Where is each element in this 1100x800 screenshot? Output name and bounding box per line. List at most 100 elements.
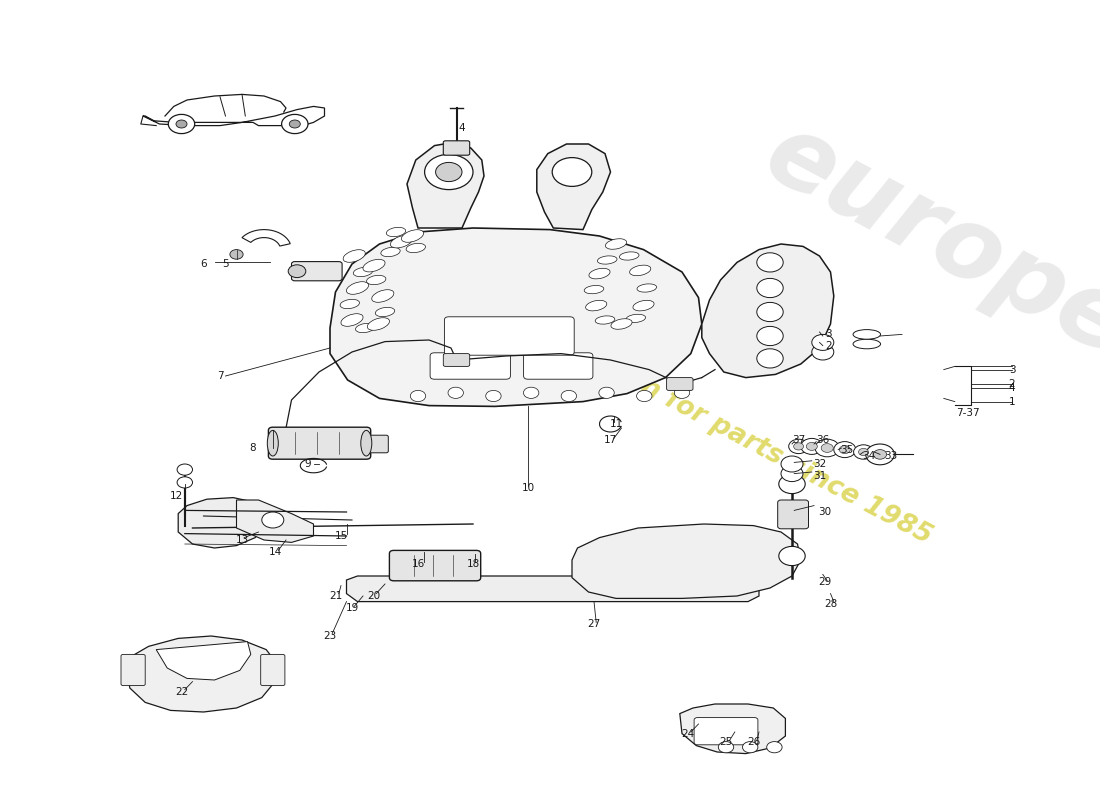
Circle shape <box>757 278 783 298</box>
Circle shape <box>561 390 576 402</box>
Ellipse shape <box>629 265 651 276</box>
Circle shape <box>288 265 306 278</box>
Text: 26: 26 <box>747 738 760 747</box>
Text: 11: 11 <box>609 419 623 429</box>
Circle shape <box>858 448 869 456</box>
Ellipse shape <box>361 430 372 456</box>
Text: 28: 28 <box>824 599 837 609</box>
FancyBboxPatch shape <box>694 718 758 745</box>
Text: 2: 2 <box>825 342 832 351</box>
Circle shape <box>757 253 783 272</box>
Circle shape <box>486 390 502 402</box>
Polygon shape <box>156 642 251 680</box>
Circle shape <box>794 442 803 450</box>
Ellipse shape <box>372 290 394 302</box>
Ellipse shape <box>406 243 426 253</box>
Circle shape <box>757 326 783 346</box>
Text: 30: 30 <box>818 507 832 517</box>
Circle shape <box>524 387 539 398</box>
Polygon shape <box>236 500 314 542</box>
Circle shape <box>425 154 473 190</box>
Text: 3: 3 <box>825 330 832 339</box>
Text: 32: 32 <box>813 459 826 469</box>
Text: 29: 29 <box>818 578 832 587</box>
FancyBboxPatch shape <box>430 353 510 379</box>
Polygon shape <box>143 106 324 126</box>
Ellipse shape <box>346 282 368 294</box>
Ellipse shape <box>854 330 881 339</box>
Ellipse shape <box>367 318 389 330</box>
Text: 23: 23 <box>323 631 337 641</box>
Ellipse shape <box>363 259 385 272</box>
FancyBboxPatch shape <box>261 654 285 686</box>
Circle shape <box>801 438 823 454</box>
Polygon shape <box>242 230 290 246</box>
Text: 1: 1 <box>1009 397 1015 406</box>
Polygon shape <box>537 144 610 230</box>
Polygon shape <box>572 524 801 598</box>
Text: 4: 4 <box>459 123 465 133</box>
Circle shape <box>815 439 839 457</box>
FancyBboxPatch shape <box>364 435 388 453</box>
Text: 36: 36 <box>816 435 829 445</box>
Text: 15: 15 <box>334 531 348 541</box>
Polygon shape <box>702 244 834 378</box>
Ellipse shape <box>854 339 881 349</box>
Circle shape <box>552 158 592 186</box>
Text: 6: 6 <box>200 259 207 269</box>
Ellipse shape <box>375 307 395 317</box>
FancyBboxPatch shape <box>268 427 371 459</box>
FancyBboxPatch shape <box>778 500 808 529</box>
Circle shape <box>410 390 426 402</box>
Text: a passion for parts since 1985: a passion for parts since 1985 <box>528 317 936 550</box>
Text: 25: 25 <box>719 738 733 747</box>
Text: 27: 27 <box>587 619 601 629</box>
Circle shape <box>854 445 873 459</box>
Ellipse shape <box>386 227 406 237</box>
Circle shape <box>177 477 192 488</box>
FancyBboxPatch shape <box>444 317 574 355</box>
Circle shape <box>757 349 783 368</box>
Ellipse shape <box>355 323 375 333</box>
Ellipse shape <box>595 316 615 324</box>
Ellipse shape <box>632 300 654 311</box>
Text: 19: 19 <box>345 603 359 613</box>
Circle shape <box>812 334 834 350</box>
Ellipse shape <box>584 286 604 294</box>
Circle shape <box>821 443 834 452</box>
Ellipse shape <box>381 247 400 257</box>
Polygon shape <box>178 498 264 548</box>
Ellipse shape <box>402 230 424 242</box>
FancyBboxPatch shape <box>524 353 593 379</box>
Text: 4: 4 <box>1009 383 1015 393</box>
Text: 17: 17 <box>604 435 617 445</box>
Ellipse shape <box>390 235 412 248</box>
Text: 34: 34 <box>862 451 876 461</box>
Circle shape <box>873 450 887 459</box>
Ellipse shape <box>340 299 360 309</box>
Circle shape <box>230 250 243 259</box>
Circle shape <box>812 344 834 360</box>
Ellipse shape <box>626 314 646 322</box>
Polygon shape <box>407 142 484 228</box>
Text: 20: 20 <box>367 591 381 601</box>
Ellipse shape <box>588 268 610 279</box>
Text: 31: 31 <box>813 471 826 481</box>
Circle shape <box>177 464 192 475</box>
Circle shape <box>834 442 856 458</box>
Text: europes: europes <box>748 105 1100 405</box>
Circle shape <box>866 444 894 465</box>
Text: 7-37: 7-37 <box>956 408 980 418</box>
Ellipse shape <box>605 238 627 250</box>
Ellipse shape <box>267 430 278 456</box>
Text: 13: 13 <box>235 535 249 545</box>
Text: 10: 10 <box>521 483 535 493</box>
Text: 9: 9 <box>305 459 311 469</box>
Text: 14: 14 <box>268 547 282 557</box>
Circle shape <box>806 442 817 450</box>
Circle shape <box>637 390 652 402</box>
Text: 3: 3 <box>1009 366 1015 375</box>
Circle shape <box>262 512 284 528</box>
Circle shape <box>674 387 690 398</box>
FancyBboxPatch shape <box>292 262 342 281</box>
